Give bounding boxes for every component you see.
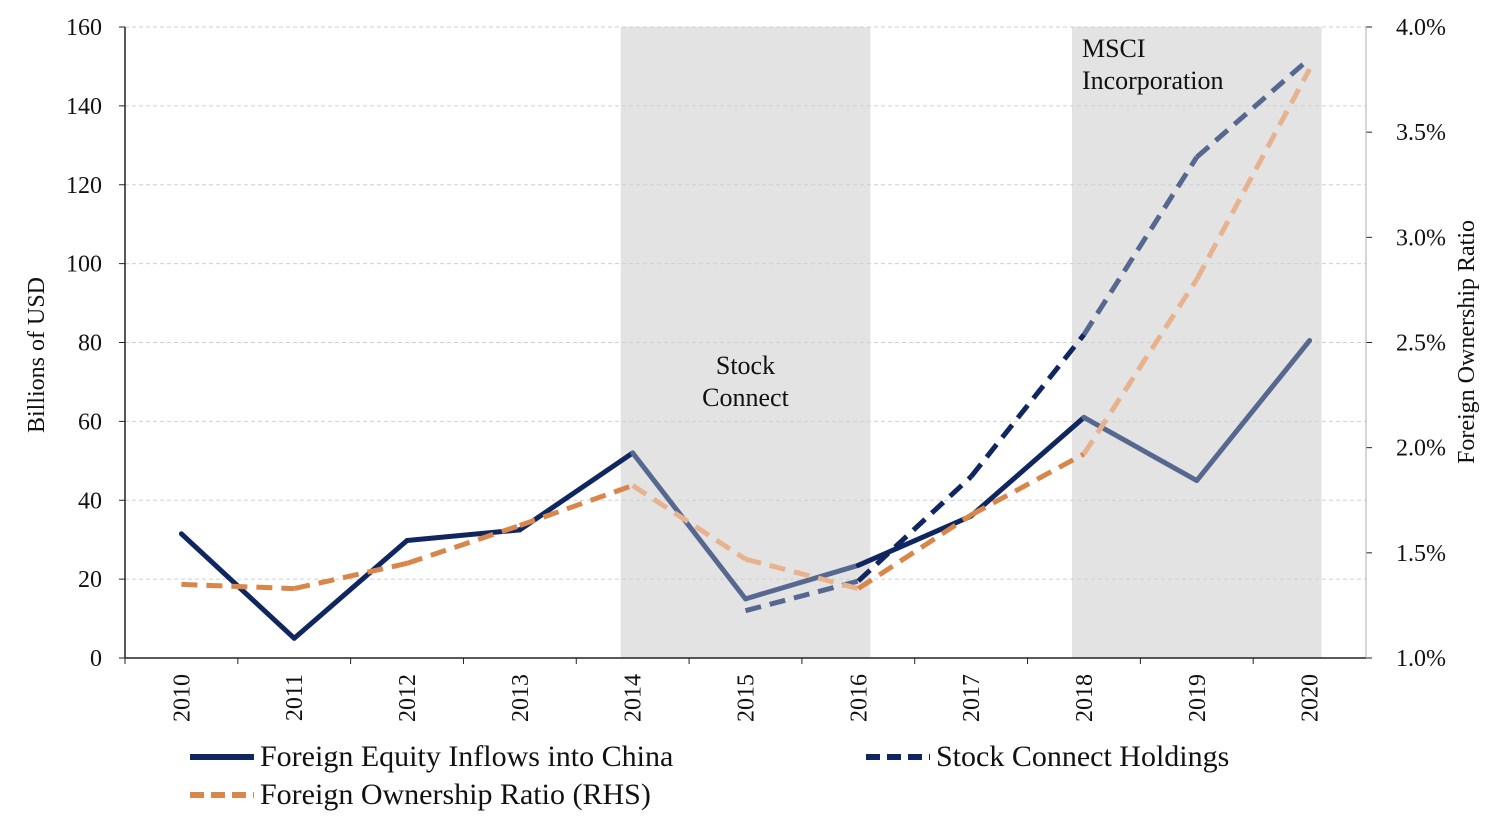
y2-tick-label: 1.5% (1396, 541, 1446, 567)
series-1-segment (855, 513, 974, 568)
y2-tick-label: 4.0% (1396, 15, 1446, 41)
series-1-segment (404, 527, 523, 543)
series-2-segment (856, 474, 973, 583)
y2-tick-label: 3.5% (1396, 120, 1446, 146)
shade-labels: Stock Connect MSCI Incorporation (702, 34, 1223, 412)
series-2-segment (1081, 155, 1199, 336)
x-tick-label: 2015 (734, 674, 760, 722)
series-3-segment (1081, 278, 1199, 456)
x-tick-label: 2017 (959, 674, 985, 722)
x-tick-label: 2019 (1185, 674, 1211, 722)
series-2-segment (744, 578, 859, 614)
x-tick-label: 2011 (282, 674, 308, 721)
y-tick-label: 120 (66, 173, 102, 199)
series-1-segment (968, 414, 1087, 519)
series-lines (178, 56, 1313, 641)
x-tick-label: 2012 (395, 674, 421, 722)
series-1-segment (517, 450, 636, 533)
y-tick-label: 160 (66, 15, 102, 41)
series-1-segment (291, 537, 410, 641)
series-3-segment (406, 523, 521, 566)
series-3-segment (293, 560, 408, 592)
axes (119, 26, 1372, 664)
x-tick-label: 2020 (1298, 674, 1324, 722)
x-tick-label: 2014 (621, 674, 647, 722)
y2-tick-label: 2.0% (1396, 436, 1446, 462)
series-3-segment (1194, 67, 1312, 281)
shade-label-line: MSCI (1082, 34, 1146, 63)
x-tick-label: 2013 (508, 674, 534, 722)
series-3-segment (181, 581, 295, 592)
shade-label-line: Incorporation (1082, 66, 1224, 95)
shade-label-line: Connect (702, 383, 789, 412)
y-tick-label: 0 (90, 646, 102, 672)
series-3-segment (856, 512, 973, 591)
series-1-segment (743, 562, 861, 602)
y-tick-label: 40 (78, 488, 102, 514)
x-tick-label: 2010 (169, 674, 195, 722)
y2-tick-label: 1.0% (1396, 646, 1446, 672)
series-3-segment (519, 483, 634, 528)
shaded-periods (620, 27, 1322, 658)
series-3-segment (969, 451, 1086, 518)
shade-label-line: Stock (716, 351, 775, 380)
y-tick-label: 60 (78, 409, 102, 435)
y-tick-label: 20 (78, 567, 102, 593)
series-2-segment (969, 333, 1086, 479)
y2-axis-label: Foreign Ownership Ratio (1454, 220, 1480, 464)
y2-tick-label: 2.5% (1396, 331, 1446, 357)
y-axis-label: Billions of USD (24, 277, 50, 433)
x-tick-label: 2016 (846, 674, 872, 722)
series-1-segment (630, 450, 748, 602)
series-3-segment (744, 556, 859, 592)
tick-labels: 0 20 40 60 80 100 120 140 160 1.0% 1.5% 2.0% 2.5% 3.0… (66, 15, 1446, 722)
y-tick-label: 80 (78, 331, 102, 357)
y-tick-label: 140 (66, 94, 102, 120)
y2-tick-label: 3.0% (1396, 225, 1446, 251)
x-tick-label: 2018 (1072, 674, 1098, 722)
y-tick-label: 100 (66, 252, 102, 278)
series-3-segment (631, 483, 747, 562)
series-1-segment (1194, 338, 1313, 484)
